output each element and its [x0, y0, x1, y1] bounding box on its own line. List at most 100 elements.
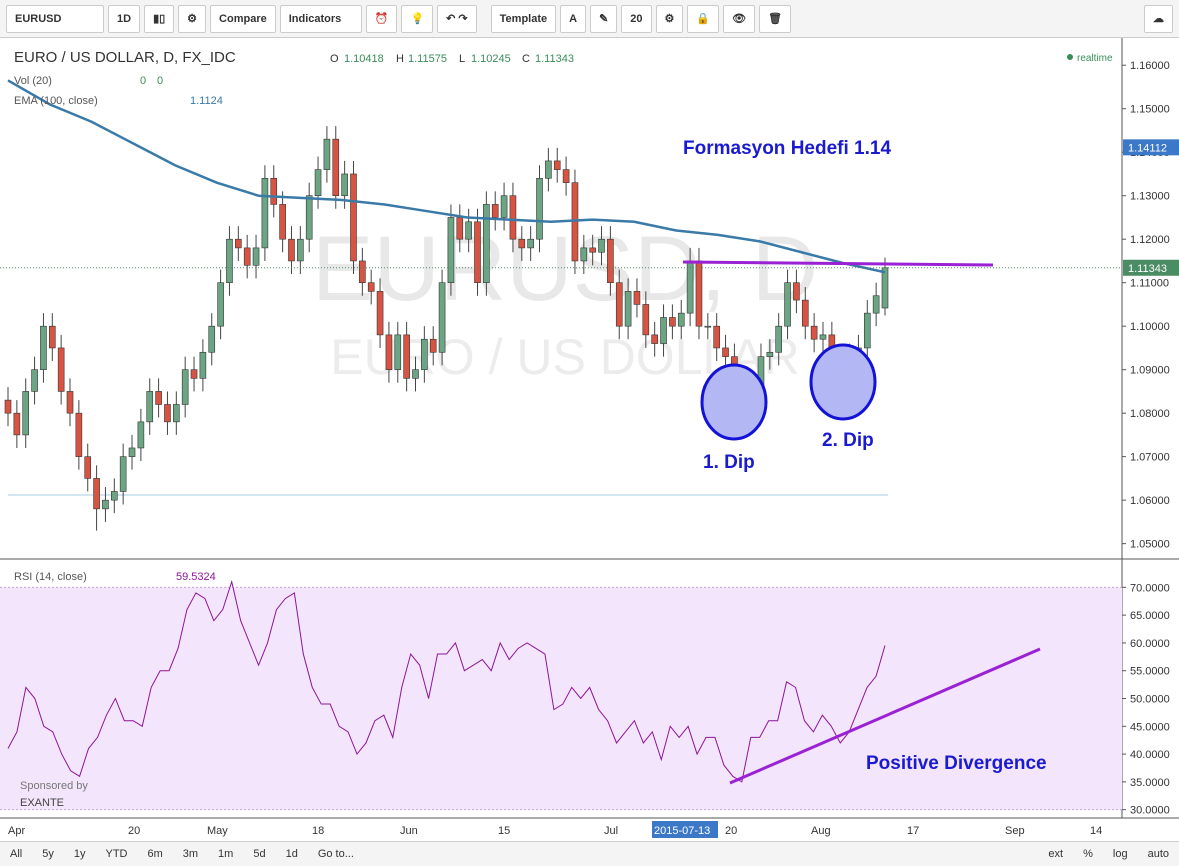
candle-body — [766, 351, 774, 357]
y-tick-label: 1.10000 — [1130, 321, 1170, 333]
candle-body — [518, 238, 526, 249]
legend-text: 59.5324 — [176, 571, 216, 583]
watermark-symbol: EURUSD, D — [312, 218, 818, 320]
scale-button[interactable]: log — [1112, 848, 1128, 860]
range-button[interactable]: 6m — [147, 848, 163, 860]
ideas[interactable]: 💡 — [401, 4, 434, 33]
candle-body — [491, 204, 499, 218]
candle-body — [128, 447, 136, 457]
cloud[interactable]: ☁ — [1144, 4, 1173, 33]
compare[interactable]: Compare — [210, 4, 276, 33]
size[interactable]: 20 — [621, 4, 652, 33]
legend-text: 1.11575 — [408, 53, 447, 65]
range-button[interactable]: Go to... — [317, 848, 354, 860]
legend-text: C — [522, 53, 530, 65]
x-tick-label: May — [207, 825, 228, 837]
range-button[interactable]: 1y — [73, 848, 86, 860]
price-tag-label: 1.11343 — [1128, 263, 1167, 275]
y-tick-label: 70.0000 — [1130, 582, 1170, 594]
visibility[interactable]: 👁 — [723, 4, 756, 33]
template[interactable]: Template — [490, 4, 557, 33]
legend-text: RSI (14, close) — [14, 571, 87, 583]
candle-body — [553, 160, 561, 170]
candle-body — [562, 169, 570, 183]
legend-text: H — [396, 53, 404, 65]
x-tick-label: Jul — [604, 825, 618, 837]
candle-body — [677, 312, 685, 327]
candle-body — [589, 247, 596, 253]
realtime-dot — [1067, 54, 1073, 60]
y-tick-label: 55.0000 — [1130, 666, 1170, 678]
y-tick-label: 1.07000 — [1130, 452, 1170, 464]
ema-line — [7, 79, 886, 274]
legend-text: 0 — [157, 75, 163, 87]
candle-body — [226, 238, 233, 283]
y-tick-label: 1.12000 — [1130, 234, 1170, 246]
legend-text: 1.10418 — [344, 53, 384, 65]
candle-body — [429, 338, 437, 353]
candle-body — [456, 217, 464, 240]
legend-text: EMA (100, close) — [14, 95, 98, 107]
y-tick-label: 1.05000 — [1130, 539, 1170, 551]
interval[interactable]: 1D — [108, 4, 141, 33]
range-button[interactable]: 5d — [253, 848, 266, 860]
candle-body — [509, 195, 517, 240]
candle-body — [350, 173, 357, 262]
candle-body — [500, 195, 508, 218]
symbol-input[interactable]: EURUSD — [6, 4, 104, 33]
text-tool[interactable]: A — [560, 4, 587, 33]
range-button[interactable]: YTD — [105, 848, 128, 860]
x-tick-label: 14 — [1090, 825, 1102, 837]
candle-body — [527, 238, 534, 249]
range-button[interactable]: 5y — [42, 848, 54, 860]
candle-body — [376, 291, 384, 336]
settings[interactable]: ⚙ — [178, 4, 207, 33]
y-tick-label: 1.08000 — [1130, 408, 1170, 420]
range-button[interactable]: All — [10, 848, 23, 860]
chart: EURUSD, D EURO / US DOLLAR 1.160001.1500… — [0, 38, 1179, 841]
scale-button[interactable]: auto — [1147, 848, 1169, 860]
candle-body — [483, 204, 490, 283]
annotation: 1. Dip — [703, 452, 755, 473]
y-tick-label: 1.06000 — [1130, 495, 1170, 507]
candle-body — [4, 399, 12, 414]
lock[interactable]: 🔒 — [687, 4, 720, 33]
candle-body — [784, 282, 791, 327]
range-button[interactable]: 1d — [285, 848, 298, 860]
candle-body — [217, 282, 224, 327]
candle-body — [252, 247, 260, 266]
y-tick-label: 65.0000 — [1130, 610, 1170, 622]
alert[interactable]: ⏰ — [365, 4, 398, 33]
chart-style[interactable]: ▮▯ — [144, 4, 175, 33]
candle-body — [669, 317, 676, 327]
divergence-line — [729, 647, 1041, 785]
indicators[interactable]: Indicators — [279, 4, 362, 33]
pen-tool[interactable]: ✎ — [590, 4, 618, 33]
dip-circle — [809, 343, 877, 421]
legend-text: Sponsored by — [20, 780, 88, 792]
tool-settings[interactable]: ⚙ — [655, 4, 684, 33]
scale-button[interactable]: % — [1083, 848, 1093, 860]
y-tick-label: 1.16000 — [1130, 60, 1170, 72]
range-button[interactable]: 1m — [218, 848, 234, 860]
candle-body — [607, 238, 614, 283]
candle-body — [686, 260, 694, 314]
candle-body — [40, 325, 47, 370]
candle-body — [722, 347, 729, 357]
y-tick-label: 40.0000 — [1130, 749, 1170, 761]
annotation: Formasyon Hedefi 1.14 — [683, 138, 891, 159]
candle-body — [297, 238, 304, 262]
candle-body — [288, 238, 295, 262]
y-tick-label: 45.0000 — [1130, 721, 1170, 733]
candle-body — [438, 282, 446, 353]
legend-text: O — [330, 53, 339, 65]
legend-text: EURO / US DOLLAR, D, FX_IDC — [14, 49, 236, 66]
rsi-band — [0, 587, 1122, 810]
candle-body — [332, 138, 340, 197]
candle-body — [119, 456, 127, 492]
range-button[interactable]: 3m — [182, 848, 199, 860]
undo[interactable]: ↶ ↷ — [437, 4, 477, 33]
delete[interactable]: 🗑 — [759, 4, 792, 33]
legend-text: realtime — [1077, 53, 1113, 64]
scale-button[interactable]: ext — [1048, 848, 1064, 860]
